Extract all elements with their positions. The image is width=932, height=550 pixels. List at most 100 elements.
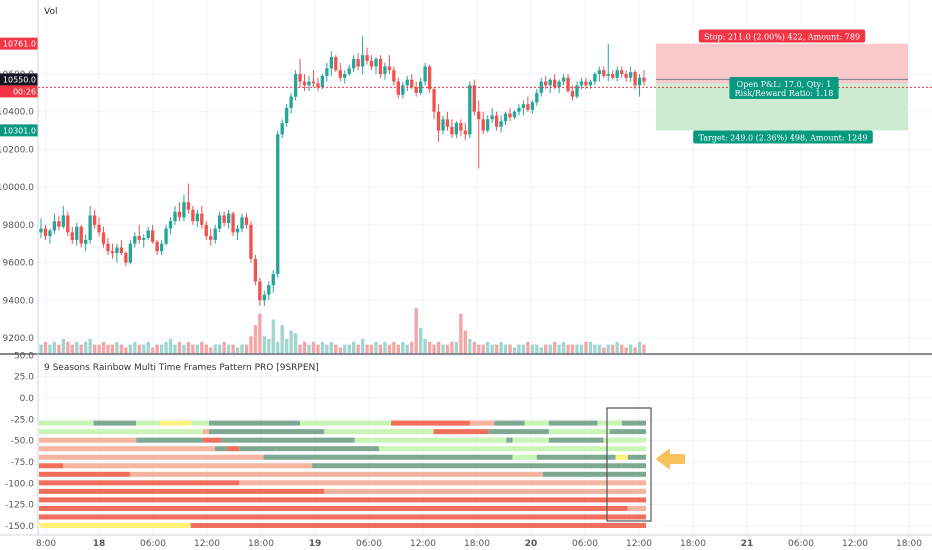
indicator-segment <box>221 437 355 443</box>
candle-body <box>101 232 106 244</box>
indicator-segment <box>215 446 228 452</box>
candle-body <box>298 74 302 82</box>
volume-bar <box>106 344 110 353</box>
volume-bar <box>311 341 316 353</box>
volume-bar <box>369 344 374 353</box>
candle-body <box>186 202 191 210</box>
candle-body <box>159 243 164 252</box>
candle-body <box>628 72 633 78</box>
candle-body <box>463 130 468 135</box>
candle-body <box>119 247 124 254</box>
volume-bar <box>343 344 347 353</box>
volume-bar <box>150 347 155 353</box>
indicator-segment <box>615 454 628 460</box>
volume-bar <box>101 341 106 353</box>
indicator-segment <box>93 420 137 426</box>
candle-body <box>217 215 222 229</box>
candle-body <box>441 119 445 131</box>
candle-body <box>517 107 521 112</box>
indicator-segment <box>239 480 646 486</box>
volume-bar <box>584 341 588 353</box>
volume-bar <box>155 344 159 353</box>
candle-body <box>61 215 66 227</box>
volume-bar <box>191 344 195 353</box>
indicator-segment <box>433 429 489 435</box>
candle-body <box>459 123 463 131</box>
candle-body <box>535 92 539 103</box>
volume-bar <box>262 336 267 353</box>
candle-body <box>414 87 418 93</box>
volume-bar <box>436 341 441 353</box>
volume-bar <box>575 344 579 353</box>
indicator-segment <box>378 446 646 452</box>
x-tick-label: 18 <box>93 539 106 549</box>
volume-bar <box>615 341 619 353</box>
candle-body <box>48 230 52 237</box>
price-tags: 10761.0 10550.0 00:26 10301.0 <box>0 37 38 137</box>
candle-body <box>57 221 61 227</box>
volume-bar <box>204 344 208 353</box>
indicator-segment <box>39 497 646 503</box>
volume-bar <box>128 344 133 353</box>
volume-bar <box>405 344 409 353</box>
candle-body <box>552 79 557 88</box>
candle-body <box>222 215 226 223</box>
indicator-y-tick-label: 25.0 <box>14 373 34 383</box>
candle-body <box>405 79 409 86</box>
candle-body <box>624 74 628 78</box>
volume-bar <box>481 344 485 353</box>
candle-body <box>258 281 262 301</box>
indicator-segment <box>324 488 646 494</box>
position-boxes: Stop: 211.0 (2.00%) 422, Amount: 789 Open… <box>693 29 873 144</box>
volume-bar <box>200 341 204 353</box>
candle-body <box>410 79 414 88</box>
indicator-segment <box>136 420 161 426</box>
candle-body <box>619 70 624 74</box>
volume-bar <box>611 344 615 353</box>
volume-bar <box>557 344 561 353</box>
indicator-segment <box>512 454 537 460</box>
x-axis: 8:00 18 06:00 12:00 18:00 19 06:00 12:00 18:00 20… <box>36 539 922 549</box>
volume-bar <box>548 344 552 353</box>
candle-body <box>240 217 244 229</box>
volume-bar <box>168 339 173 353</box>
candle-body <box>597 70 602 74</box>
candle-body <box>365 55 369 61</box>
candle-body <box>477 111 481 120</box>
indicator-y-tick-label: -75.0 <box>11 458 35 468</box>
candle-body <box>316 83 320 88</box>
indicator-segment <box>324 429 434 435</box>
volume-bar <box>351 341 356 353</box>
x-tick-label: 8:00 <box>36 539 56 549</box>
volume-bar <box>338 347 342 353</box>
volume-bar <box>378 344 383 353</box>
candle-body <box>39 228 43 233</box>
volume-bar <box>302 341 307 353</box>
candle-body <box>633 72 637 86</box>
indicator-segment <box>136 437 203 443</box>
volume-bar <box>494 344 499 353</box>
candle-body <box>351 58 356 69</box>
candle-body <box>226 213 231 223</box>
volume-bar <box>61 339 66 353</box>
volume-bar <box>401 341 405 353</box>
indicator-segment <box>160 420 191 426</box>
price-tag-bg <box>0 85 38 98</box>
volume-bar <box>222 341 226 353</box>
volume-bar <box>414 308 418 353</box>
candle-body <box>436 111 441 131</box>
candle-body <box>396 81 401 95</box>
volume-bar <box>485 341 490 353</box>
x-tick-label: 12:00 <box>626 539 652 549</box>
candle-body <box>311 81 316 84</box>
candle-body <box>150 230 155 242</box>
indicator-segment <box>627 454 646 460</box>
candle-body <box>360 55 365 67</box>
indicator-segment <box>524 420 549 426</box>
stop-box-bg <box>698 29 866 43</box>
volume-bar <box>329 341 334 353</box>
volume-bar <box>463 330 468 353</box>
x-tick-label: 12:00 <box>842 539 868 549</box>
candle-body <box>75 226 79 240</box>
volume-bar <box>173 344 177 353</box>
